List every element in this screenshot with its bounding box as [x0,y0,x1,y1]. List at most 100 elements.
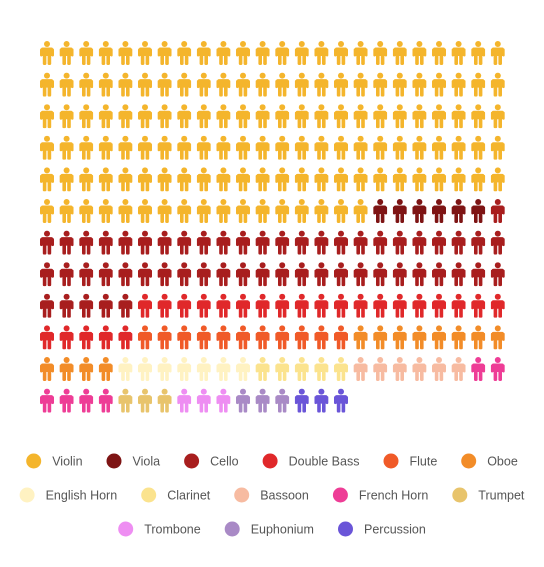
legend-item[interactable]: Bassoon [234,487,309,503]
person-icon [275,167,290,192]
person-icon [98,41,113,65]
person-icon [79,104,94,129]
person-icon [373,135,388,160]
person-icon [79,72,94,97]
person-icon [471,41,486,65]
legend-item[interactable]: Oboe [461,453,518,469]
legend-item[interactable]: French Horn [332,487,429,503]
person-icon [98,293,113,318]
person-icon [177,325,192,350]
legend-item[interactable]: Cello [184,453,239,469]
person-icon [196,167,211,192]
person-icon [118,262,133,287]
person-icon [314,167,329,192]
legend-swatch [224,521,240,537]
legend-item[interactable]: Percussion [338,521,426,537]
person-icon [177,72,192,97]
person-icon [334,72,348,97]
person-icon [118,167,133,192]
person-icon [196,135,211,160]
person-icon [177,167,192,192]
person-icon [138,262,152,287]
legend-swatch [383,453,399,469]
person-icon [451,325,466,350]
person-icon [353,293,368,318]
legend-item[interactable]: Violin [26,453,83,469]
person-icon [157,293,172,318]
person-icon [216,72,231,97]
person-icon [79,230,94,255]
legend-item[interactable]: Double Bass [262,453,360,469]
person-icon [490,230,505,255]
person-icon [59,72,74,97]
person-icon [138,230,152,255]
person-icon [98,325,113,350]
person-icon [59,199,74,223]
person-icon [392,167,407,192]
person-icon [412,104,427,129]
person-icon [236,41,250,65]
person-icon [490,104,505,129]
person-icon [314,41,329,65]
person-icon [79,293,94,318]
person-icon [40,230,54,255]
person-icon [177,41,192,65]
legend-swatch [234,487,250,503]
person-icon [138,72,152,97]
person-icon [314,388,329,413]
person-icon [236,293,250,318]
person-icon [59,135,74,160]
legend-item[interactable]: Trumpet [452,487,525,503]
legend-item[interactable]: Flute [383,453,438,469]
person-icon [157,388,172,413]
person-icon [196,262,211,287]
person-icon [334,357,348,381]
legend-item[interactable]: Trombone [118,521,201,537]
person-icon [432,293,446,318]
legend-label: Trumpet [478,489,525,503]
person-icon [275,325,290,350]
legend-item[interactable]: Euphonium [224,521,314,537]
person-icon [373,325,388,350]
person-icon [353,135,368,160]
person-icon [59,41,74,65]
person-icon [471,72,486,97]
person-icon [373,230,388,255]
person-icon [334,388,348,413]
legend-item[interactable]: Clarinet [141,487,211,503]
person-icon [196,325,211,350]
person-icon [216,104,231,129]
person-icon [392,293,407,318]
person-icon [216,41,231,65]
legend-item[interactable]: English Horn [19,487,118,503]
person-icon [40,72,54,97]
person-icon [353,230,368,255]
person-icon [40,325,54,350]
person-icon [373,262,388,287]
person-icon [157,357,172,381]
person-icon [177,388,192,413]
person-icon [353,41,368,65]
legend-label: Percussion [364,523,426,537]
person-icon [118,104,133,129]
person-icon [275,357,290,381]
person-icon [490,199,505,223]
legend-item[interactable]: Viola [106,453,161,469]
person-icon [255,230,270,255]
person-icon [294,388,309,413]
person-icon [412,167,427,192]
person-icon [294,325,309,350]
person-icon [471,262,486,287]
person-icon [294,357,309,381]
person-icon [98,357,113,381]
person-icon [490,167,505,192]
person-icon [216,293,231,318]
person-icon [334,293,348,318]
legend-label: Cello [210,455,239,469]
person-icon [138,104,152,129]
person-icon [373,167,388,192]
person-icon [392,230,407,255]
person-icon [177,357,192,381]
person-icon [353,325,368,350]
person-icon [157,135,172,160]
